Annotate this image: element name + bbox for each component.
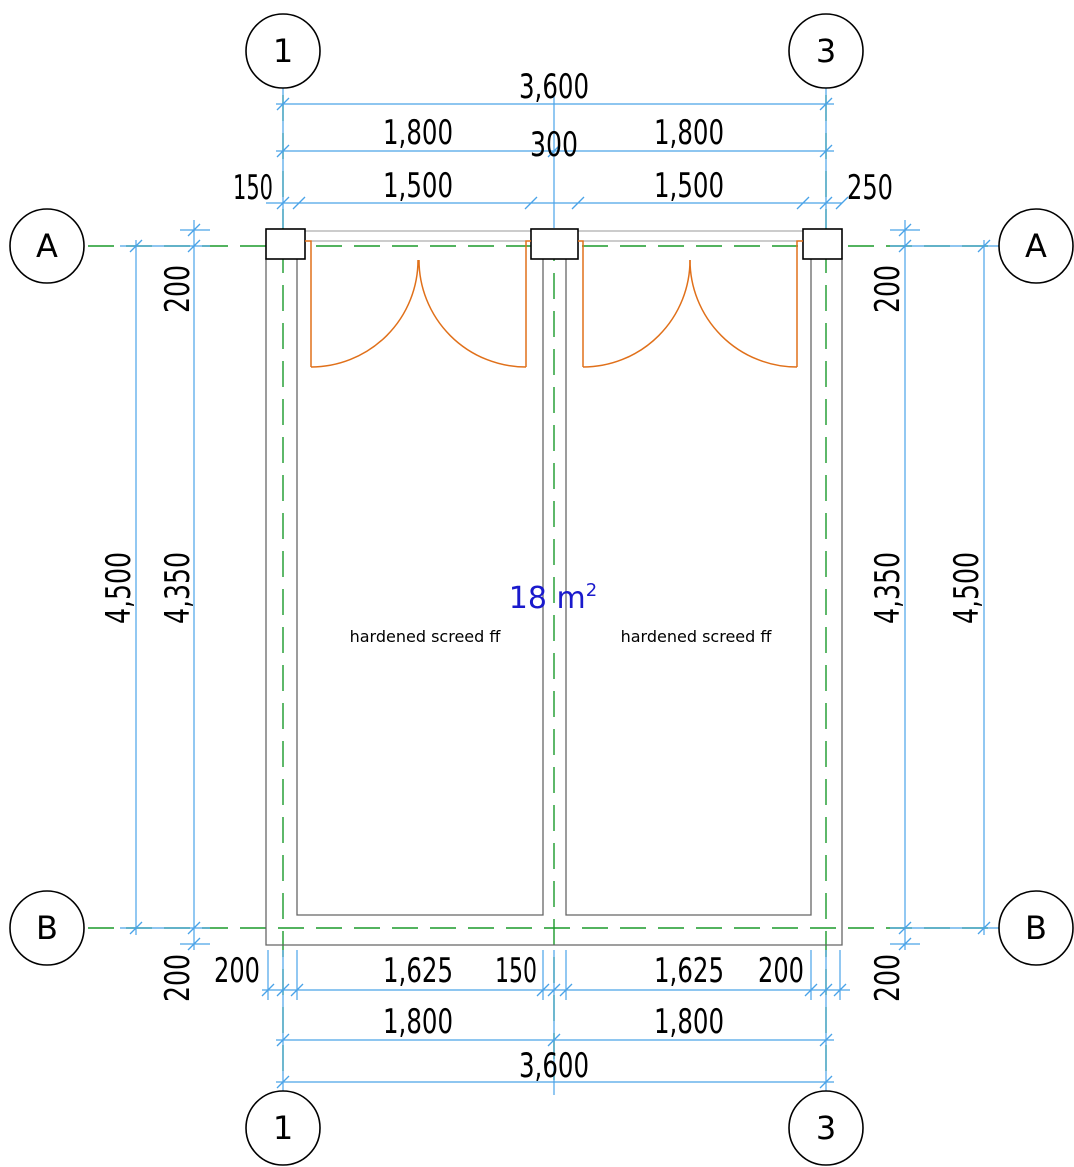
dim-right-inner-height: 4,350 bbox=[868, 552, 908, 624]
top-ticks bbox=[276, 97, 849, 210]
dim-top-left: 1,800 bbox=[383, 113, 453, 153]
left-room-finish: hardened screed ff bbox=[350, 627, 502, 646]
dim-top-total: 3,600 bbox=[519, 67, 589, 107]
grid-bubble-1-top bbox=[245, 13, 321, 89]
dim-bottom-right: 1,800 bbox=[654, 1002, 724, 1042]
grid-bubble-a-left bbox=[9, 208, 85, 284]
grid-label-a-right: A bbox=[1025, 227, 1047, 265]
dim-bottom-left-room: 1,625 bbox=[383, 951, 453, 991]
grid-label-1-bottom: 1 bbox=[273, 1109, 293, 1147]
right-door-swing-left bbox=[582, 259, 691, 368]
grid-label-3-top: 3 bbox=[816, 32, 836, 70]
dim-left-top-offset: 200 bbox=[158, 265, 198, 313]
room-labels: 18 m2 hardened screed ff hardened screed… bbox=[350, 580, 773, 646]
room-area: 18 m2 bbox=[509, 580, 597, 616]
dimension-lines bbox=[120, 88, 1000, 1095]
dim-right-bottom-offset: 200 bbox=[868, 954, 908, 1002]
left-door-jamb-left bbox=[305, 240, 312, 367]
right-room-finish: hardened screed ff bbox=[621, 627, 773, 646]
left-door-swing-left bbox=[310, 259, 419, 368]
grid-label-a-left: A bbox=[36, 227, 58, 265]
left-ticks bbox=[129, 223, 201, 951]
dim-top-right: 1,800 bbox=[654, 113, 724, 153]
grid-bubble-a-right bbox=[998, 208, 1074, 284]
room-area-value: 18 m bbox=[509, 581, 586, 616]
column-middle bbox=[530, 228, 579, 260]
grid-label-3-bottom: 3 bbox=[816, 1109, 836, 1147]
dim-top-mid-column: 300 bbox=[530, 125, 578, 165]
dim-right-top-offset: 200 bbox=[868, 265, 908, 313]
grid-bubble-b-right bbox=[998, 890, 1074, 966]
right-door-jamb-left bbox=[578, 240, 584, 367]
dim-door-left: 1,500 bbox=[383, 166, 453, 206]
dim-left-outer-height: 4,500 bbox=[99, 552, 139, 624]
dim-right-outer-height: 4,500 bbox=[947, 552, 987, 624]
dim-door-right-col: 250 bbox=[847, 168, 893, 208]
dim-bottom-right-wall: 200 bbox=[758, 951, 804, 991]
grid-bubble-3-top bbox=[788, 13, 864, 89]
dim-bottom-mid-wall: 150 bbox=[495, 951, 537, 991]
room-area-unit-superscript: 2 bbox=[586, 580, 597, 601]
left-door-jamb-right bbox=[525, 240, 531, 367]
dim-left-inner-height: 4,350 bbox=[158, 552, 198, 624]
grid-label-b-left: B bbox=[36, 909, 58, 947]
right-ticks bbox=[898, 223, 991, 951]
dim-bottom-right-room: 1,625 bbox=[654, 951, 724, 991]
left-room-inner-wall bbox=[296, 258, 544, 916]
grid-label-1-top: 1 bbox=[273, 32, 293, 70]
dim-bottom-left-wall: 200 bbox=[214, 951, 260, 991]
grid-label-b-right: B bbox=[1025, 909, 1047, 947]
doors bbox=[305, 240, 803, 368]
dim-left-bottom-offset: 200 bbox=[158, 954, 198, 1002]
grid-bubble-1-bottom bbox=[245, 1090, 321, 1166]
right-room-inner-wall bbox=[565, 258, 812, 916]
column-left bbox=[265, 228, 306, 260]
grid-bubble-3-bottom bbox=[788, 1090, 864, 1166]
dimension-labels: 3,600 1,800 1,800 300 150 1,500 1,500 25… bbox=[99, 67, 987, 1086]
walls bbox=[265, 228, 843, 946]
right-door-swing-right bbox=[689, 259, 798, 368]
left-door-swing-right bbox=[418, 259, 527, 368]
grid-bubble-b-left bbox=[9, 890, 85, 966]
dim-bottom-total: 3,600 bbox=[519, 1046, 589, 1086]
right-door-jamb-right bbox=[796, 240, 803, 367]
dim-door-left-col: 150 bbox=[233, 168, 273, 208]
grid-bubbles: 1 3 1 3 A A B B bbox=[9, 13, 1074, 1166]
column-right bbox=[802, 228, 843, 260]
outer-wall bbox=[265, 258, 843, 946]
bottom-ticks bbox=[261, 983, 847, 1089]
dim-door-right: 1,500 bbox=[654, 166, 724, 206]
dim-bottom-left: 1,800 bbox=[383, 1002, 453, 1042]
